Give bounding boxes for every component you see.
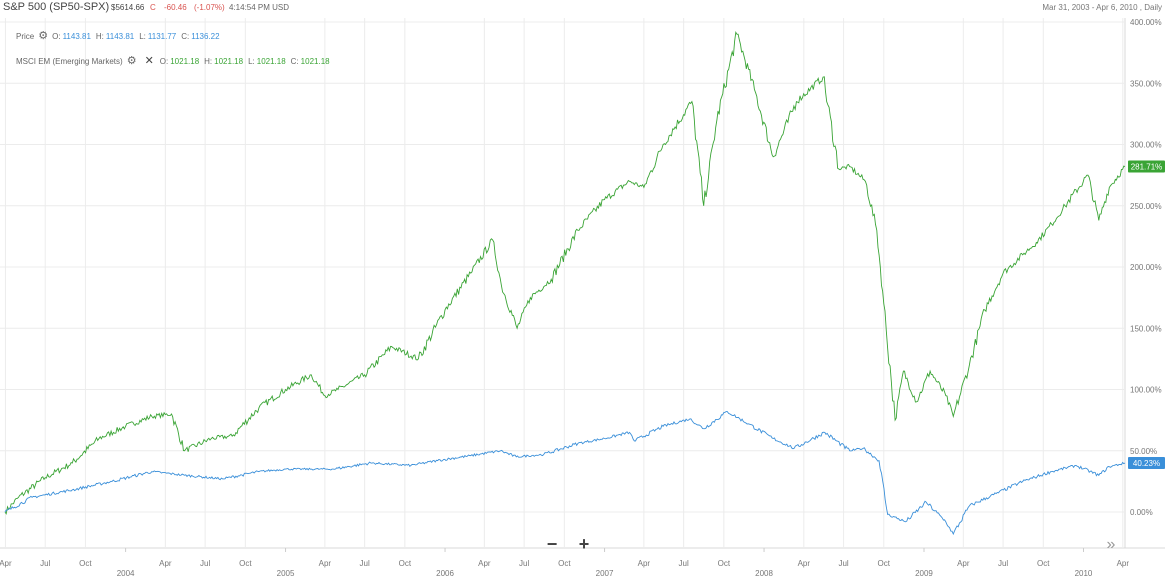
y-tick-label: 250.00% [1130,202,1162,211]
legend-price-close: 1136.22 [191,31,220,41]
x-tick-label: Jul [200,559,210,568]
legend-price-label: Price [16,31,35,41]
legend-msci-high: 1021.18 [214,56,244,66]
series-line [4,30,1126,515]
last-value-badge [1128,160,1165,173]
x-tick-label: Oct [399,559,412,568]
x-tick-label: Oct [79,559,92,568]
x-tick-label: Apr [957,559,970,568]
x-tick-label: Apr [478,559,491,568]
price-change: -60.46 [164,3,187,12]
x-tick-label: Oct [718,559,731,568]
x-tick-label: Oct [1037,559,1050,568]
legend-msci-h-label: H: [204,56,213,66]
legend-price-l-label: L: [139,31,146,41]
x-tick-label: Apr [638,559,651,568]
x-tick-label: Jul [360,559,370,568]
x-tick-label: Jul [679,559,689,568]
last-value-badge [1128,457,1165,469]
x-tick-label: Oct [239,559,252,568]
header-bar: S&P 500 (SP50-SPX) $5614.66 C -60.46 (-1… [0,0,1165,14]
zoom-in-button[interactable]: + [578,534,590,554]
y-tick-label: 300.00% [1130,141,1162,150]
x-year-label: 2007 [596,569,614,578]
close-flag: C [150,3,156,12]
x-year-label: 2009 [915,569,933,578]
x-tick-label: Apr [319,559,332,568]
x-tick-label: Jul [998,559,1008,568]
legend-price-c-label: C: [181,31,190,41]
close-icon[interactable]: ✕ [144,55,154,67]
legend-price-low: 1131.77 [147,31,177,41]
legend-msci-close: 1021.18 [300,56,330,66]
last-price: $5614.66 [111,3,145,12]
x-tick-label: Jul [40,559,50,568]
x-tick-label: Oct [878,559,891,568]
x-tick-label: Jul [519,559,529,568]
last-value-label: 281.71% [1131,163,1163,172]
legend-msci-c-label: C: [290,56,299,66]
date-range: Mar 31, 2003 - Apr 6, 2010 , Daily [1042,3,1162,12]
x-tick-label: Apr [159,559,172,568]
series-line [4,411,1126,536]
x-tick-label: Jul [838,559,848,568]
y-tick-label: 0.00% [1130,508,1153,517]
y-tick-label: 200.00% [1130,263,1162,272]
y-tick-label: 100.00% [1130,386,1162,395]
symbol-name[interactable]: S&P 500 (SP50-SPX) [3,1,110,13]
x-year-label: 2008 [755,569,773,578]
legend-msci-l-label: L: [248,56,255,66]
zoom-out-button[interactable]: − [546,534,558,554]
x-tick-label: Apr [1117,559,1130,568]
y-tick-label: 150.00% [1130,324,1162,333]
x-year-label: 2005 [277,569,295,578]
legend-price-o-label: O: [52,31,61,41]
x-tick-label: Apr [0,559,12,568]
gear-icon[interactable]: ⚙ [126,55,137,67]
legend-msci-label: MSCI EM (Emerging Markets) [16,56,123,66]
legend-price: Price ⚙ O: 1143.81 H: 1143.81 L: 1131.77… [16,29,225,43]
legend-price-high: 1143.81 [105,31,135,41]
legend-msci-low: 1021.18 [256,56,286,66]
x-tick-label: Apr [798,559,811,568]
legend-price-h-label: H: [95,31,104,41]
last-value-label: 40.23% [1133,459,1160,468]
scroll-right-button[interactable]: » [1106,536,1116,553]
gear-icon[interactable]: ⚙ [38,30,49,42]
y-tick-label: 50.00% [1130,447,1157,456]
x-year-label: 2010 [1075,569,1093,578]
legend-price-open: 1143.81 [62,31,91,41]
y-tick-label: 400.00% [1130,18,1162,27]
y-tick-label: 350.00% [1130,79,1162,88]
quote-time: 4:14:54 PM USD [229,3,290,12]
x-year-label: 2004 [117,569,135,578]
legend-msci: MSCI EM (Emerging Markets) ⚙ ✕ O: 1021.1… [16,54,335,68]
legend-msci-open: 1021.18 [170,56,200,66]
price-change-pct: (-1.07%) [194,3,225,12]
legend-msci-o-label: O: [159,56,169,66]
x-tick-label: Oct [558,559,571,568]
x-year-label: 2006 [436,569,454,578]
